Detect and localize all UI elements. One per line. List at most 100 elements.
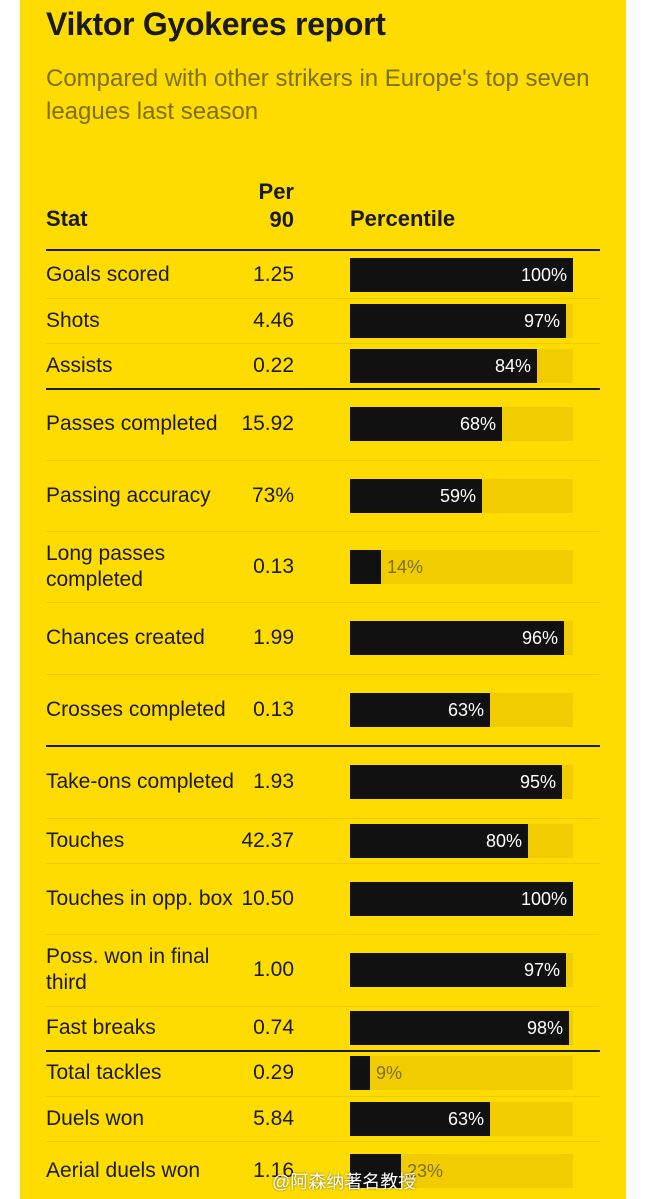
column-header-per90-line2: 90 [269,207,294,232]
per90-value: 73% [251,484,294,507]
stat-row: Touches 42.37 80% [20,818,626,863]
stat-row: Take-ons completed 1.93 95% [20,745,626,818]
percentile-track: 14% [350,550,573,584]
column-header-per90-line1: Per [258,179,294,204]
percentile-label: 95% [519,772,556,792]
stat-row: Crosses completed 0.13 63% [20,674,626,745]
stat-label: Passing accuracy [46,484,211,507]
stat-row: Fast breaks 0.74 98% [20,1006,626,1050]
report-card: Viktor Gyokeres report Compared with oth… [20,0,626,1199]
row-divider [46,343,600,344]
percentile-label: 97% [523,311,560,331]
percentile-bar [350,258,573,292]
percentile-label: 63% [447,700,484,720]
per90-value: 0.29 [253,1061,294,1084]
percentile-bar [350,953,566,987]
per90-value: 10.50 [241,887,294,910]
percentile-label: 97% [523,960,560,980]
stat-row: Chances created 1.99 96% [20,602,626,674]
percentile-label: 98% [526,1018,563,1038]
stat-label: Total tackles [46,1061,162,1084]
percentile-track: 96% [350,621,573,655]
percentile-bar [350,765,562,799]
row-divider [46,1141,600,1142]
percentile-track: 23% [350,1154,573,1188]
stat-label: Passes completed [46,412,218,435]
percentile-bar [350,621,564,655]
row-divider [46,531,600,532]
per90-value: 1.25 [253,263,294,286]
percentile-bar [350,550,381,584]
percentile-bar [350,407,502,441]
per90-value: 0.13 [253,698,294,721]
stat-label: Take-ons completed [46,770,234,793]
header-rule [46,249,600,251]
percentile-bar [350,349,537,383]
chart-subtitle: Compared with other strikers in Europe's… [46,65,590,125]
stat-row: Assists 0.22 84% [20,343,626,388]
per90-value: 0.13 [253,555,294,578]
percentile-label: 100% [520,265,567,285]
stat-label: Duels won [46,1107,145,1130]
column-header-stat: Stat [46,206,88,231]
stat-row: Poss. won in final third 1.00 97% [20,934,626,1006]
per90-value: 1.93 [253,770,294,793]
stat-label: Shots [46,309,100,332]
percentile-track: 95% [350,765,573,799]
stat-row: Duels won 5.84 63% [20,1096,626,1141]
row-divider [46,1006,600,1007]
stat-label: Touches in opp. box [46,887,233,910]
stat-row: Total tackles 0.29 9% [20,1050,626,1096]
stat-label: Touches [46,829,125,852]
percentile-label: 14% [387,557,424,577]
percentile-label: 80% [485,831,522,851]
percentile-label: 63% [447,1109,484,1129]
row-divider [46,602,600,603]
per90-value: 15.92 [241,412,294,435]
stat-row: Passes completed 15.92 68% [20,388,626,460]
percentile-label: 84% [494,356,531,376]
stat-row: Shots 4.46 97% [20,298,626,343]
column-header-percentile: Percentile [350,206,456,231]
percentile-label: 100% [520,889,567,909]
per90-value: 0.74 [253,1016,294,1039]
percentile-label: 23% [407,1161,444,1181]
per90-value: 42.37 [241,829,294,852]
percentile-label: 68% [459,414,496,434]
percentile-track: 84% [350,349,573,383]
percentile-bar [350,693,490,727]
per90-value: 4.46 [253,309,294,332]
percentile-label: 9% [376,1063,403,1083]
percentile-label: 59% [439,486,476,506]
stat-label: Aerial duels won [46,1159,201,1182]
per90-value: 1.99 [253,626,294,649]
group-rule [46,745,600,747]
column-header-per90: Per 90 [259,178,294,234]
group-rule [46,1050,600,1052]
percentile-bar [350,1154,401,1188]
percentile-track: 59% [350,479,573,513]
stat-row: Goals scored 1.25 100% [20,252,626,298]
per90-value: 5.84 [253,1107,294,1130]
percentile-bar [350,882,573,916]
stat-label: Long passes completed [46,542,166,591]
row-divider [46,934,600,935]
percentile-track: 80% [350,824,573,858]
percentile-bar [350,1056,370,1090]
stat-label: Goals scored [46,263,170,286]
stat-row: Touches in opp. box 10.50 100% [20,863,626,934]
stat-label: Assists [46,354,113,377]
row-divider [46,818,600,819]
row-divider [46,863,600,864]
percentile-label: 96% [521,628,558,648]
percentile-track: 9% [350,1056,573,1090]
row-divider [46,1096,600,1097]
percentile-bar [350,1102,490,1136]
per90-value: 0.22 [253,354,294,377]
row-divider [46,460,600,461]
percentile-track: 68% [350,407,573,441]
percentile-track: 97% [350,953,573,987]
percentile-bar [350,479,482,513]
watermark: @阿森纳著名教授 [272,1172,417,1192]
percentile-track: 100% [350,882,573,916]
